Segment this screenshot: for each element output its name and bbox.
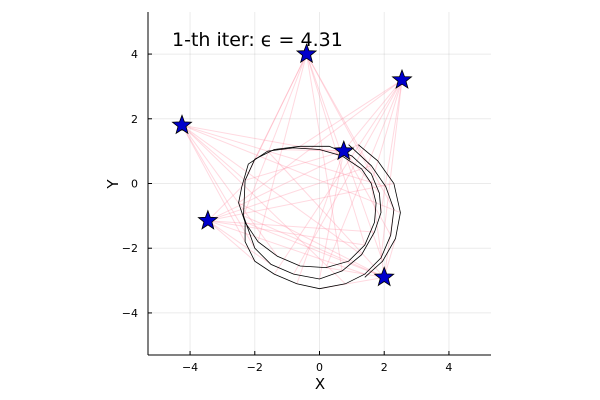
x-tick-label: −4 bbox=[182, 361, 198, 374]
y-tick-label: 0 bbox=[131, 178, 138, 191]
curve-line bbox=[244, 144, 395, 290]
coupling-line bbox=[181, 125, 246, 242]
coupling-line bbox=[383, 238, 397, 278]
star-marker bbox=[391, 68, 413, 89]
coupling-line bbox=[243, 215, 385, 278]
star-marker bbox=[333, 139, 355, 161]
curve-line bbox=[243, 145, 382, 280]
coupling-line bbox=[348, 79, 403, 145]
star-marker bbox=[295, 42, 318, 64]
coupling-line bbox=[306, 53, 395, 210]
coupling-line bbox=[181, 124, 246, 181]
point-markers bbox=[171, 42, 413, 287]
coupling-line bbox=[207, 220, 365, 246]
curve-line bbox=[238, 147, 377, 269]
coupling-line bbox=[207, 220, 256, 262]
coupling-line bbox=[181, 124, 386, 188]
coupling-line bbox=[343, 150, 384, 262]
y-tick-label: 4 bbox=[131, 48, 138, 61]
coupling-line bbox=[319, 151, 345, 280]
y-tick-label: −4 bbox=[122, 307, 138, 320]
star-marker bbox=[373, 266, 395, 287]
y-tick-label: −2 bbox=[122, 242, 138, 255]
coupling-line bbox=[370, 79, 403, 184]
coupling-line bbox=[181, 124, 256, 249]
axes: −4 −2 0 2 4 −4 −2 0 2 4 bbox=[122, 12, 491, 374]
coupling-line bbox=[244, 221, 385, 278]
coupling-line bbox=[325, 79, 403, 268]
coupling-line bbox=[238, 79, 403, 204]
coupling-line bbox=[299, 79, 403, 147]
coupling-line bbox=[273, 79, 403, 275]
coupling-line bbox=[296, 150, 345, 284]
coupling-line bbox=[181, 124, 278, 257]
coupling-line bbox=[306, 53, 343, 157]
grid-lines bbox=[148, 12, 491, 355]
x-tick-label: 4 bbox=[445, 361, 452, 374]
coupling-line bbox=[207, 165, 372, 222]
coupling-line bbox=[238, 202, 385, 278]
curve-group bbox=[238, 144, 401, 290]
y-axis-label: Y bbox=[104, 179, 122, 190]
coupling-line bbox=[293, 79, 403, 275]
coupling-line bbox=[207, 183, 395, 222]
coupling-line bbox=[267, 150, 385, 278]
coupling-line bbox=[343, 150, 392, 236]
x-tick-label: 2 bbox=[381, 361, 388, 374]
coupling-line bbox=[207, 220, 365, 275]
x-axis-label: X bbox=[315, 375, 325, 393]
coupling-line bbox=[207, 186, 243, 222]
star-marker bbox=[197, 209, 219, 230]
chart-title: 1-th iter: ϵ = 4.31 bbox=[172, 29, 343, 51]
coupling-line bbox=[306, 53, 343, 271]
coupling-line bbox=[274, 149, 344, 152]
coupling-line bbox=[244, 150, 344, 181]
coupling-line bbox=[254, 53, 308, 160]
coupling-line bbox=[306, 53, 372, 175]
y-tick-label: 2 bbox=[131, 113, 138, 126]
coupling-line bbox=[257, 53, 308, 242]
coupling-line bbox=[380, 79, 403, 213]
curve-line bbox=[358, 144, 401, 278]
x-tick-label: −2 bbox=[247, 361, 263, 374]
coupling-line bbox=[325, 267, 385, 278]
coupling-line bbox=[207, 220, 272, 265]
x-tick-label: 0 bbox=[316, 361, 323, 374]
coupling-line bbox=[370, 183, 385, 278]
coupling-line bbox=[242, 53, 308, 217]
coupling-line bbox=[207, 220, 375, 233]
coupling-line bbox=[181, 124, 362, 256]
coupling-line bbox=[207, 155, 343, 222]
star-marker bbox=[171, 114, 193, 135]
coupling-line bbox=[380, 79, 403, 258]
coupling-line bbox=[181, 124, 401, 214]
coupling-line bbox=[181, 124, 346, 285]
